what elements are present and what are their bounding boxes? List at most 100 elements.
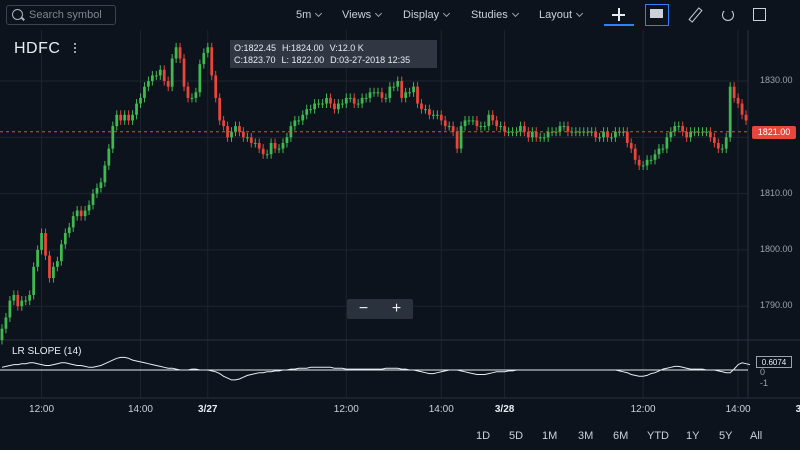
indicator-line (1, 356, 751, 381)
candle-body (400, 81, 404, 98)
candle-body (83, 210, 87, 217)
chevron-down-icon (443, 9, 451, 18)
candle-body (641, 165, 645, 167)
ohlc-volume: V:12.0 K (329, 43, 364, 53)
candle-body (178, 47, 182, 59)
ohlc-close: C:1823.70 (234, 55, 276, 65)
candle-body (131, 114, 134, 121)
y-tick-label: 1800.00 (760, 243, 793, 254)
studies-menu[interactable]: Studies (471, 9, 519, 21)
candle-body (740, 103, 744, 115)
fullscreen-button[interactable] (750, 4, 770, 26)
candle-body (594, 131, 598, 138)
toolbar: 5m Views Display Studies Layout (0, 0, 800, 32)
candle-body (503, 126, 506, 132)
candle-body (368, 92, 372, 98)
candle-body (305, 109, 309, 115)
candle-body (455, 131, 459, 149)
candle-body (669, 131, 673, 138)
candle-body (103, 165, 107, 183)
display-menu[interactable]: Display (403, 9, 451, 21)
candle-body (206, 47, 210, 53)
symbol-menu-icon[interactable] (74, 43, 76, 55)
search-box[interactable] (6, 5, 116, 25)
candle-body (245, 137, 249, 139)
search-icon (12, 9, 23, 20)
views-menu[interactable]: Views (342, 9, 383, 21)
candle-body (162, 69, 166, 82)
range-1m[interactable]: 1M (542, 430, 558, 442)
refresh-icon (722, 9, 734, 21)
candle-body (261, 148, 265, 155)
chevron-down-icon (375, 9, 383, 18)
x-tick-label: 14:00 (127, 404, 153, 415)
candle-body (75, 210, 79, 217)
range-6m[interactable]: 6M (613, 430, 629, 442)
search-input[interactable] (29, 8, 113, 22)
candle-body (325, 97, 328, 104)
candle-body (657, 148, 661, 155)
candle-body (665, 137, 669, 149)
candle-body (301, 114, 305, 121)
range-all[interactable]: All (750, 430, 763, 442)
candle-body (554, 131, 558, 133)
range-5y[interactable]: 5Y (719, 430, 733, 442)
zoom-out-button[interactable]: − (347, 299, 380, 319)
candle-body (198, 64, 202, 93)
candle-body (91, 193, 95, 205)
candle-body (724, 137, 728, 149)
candle-body (637, 159, 641, 166)
candle-body (123, 114, 127, 121)
candle-body (463, 120, 467, 127)
candle-body (431, 114, 435, 116)
zoom-in-button[interactable]: + (380, 299, 413, 319)
range-5d[interactable]: 5D (509, 430, 524, 442)
candle-body (416, 86, 419, 104)
candle-body (408, 92, 412, 94)
range-ytd[interactable]: YTD (647, 430, 669, 442)
candle-body (293, 120, 297, 127)
candle-body (744, 114, 748, 121)
candle-body (606, 131, 609, 138)
candle-body (562, 126, 566, 128)
x-tick-label: 3/27 (198, 404, 218, 415)
interval-menu[interactable]: 5m (296, 9, 323, 21)
candle-body (4, 317, 8, 329)
interval-label: 5m (296, 9, 312, 21)
chevron-down-icon (575, 9, 584, 18)
candle-body (309, 109, 313, 111)
crosshair-button[interactable] (604, 4, 634, 26)
candle-body (495, 120, 499, 127)
range-1d[interactable]: 1D (476, 430, 491, 442)
candle-body (396, 81, 400, 87)
candle-body (135, 103, 138, 115)
candle-body (439, 114, 443, 121)
candle-body (451, 126, 455, 132)
draw-button[interactable] (685, 4, 705, 26)
price-chart[interactable] (0, 30, 800, 420)
candle-body (653, 154, 657, 160)
candle-body (499, 126, 503, 128)
candle-body (356, 103, 360, 105)
refresh-button[interactable] (718, 4, 738, 26)
range-1y[interactable]: 1Y (686, 430, 700, 442)
candle-body (352, 97, 356, 104)
candle-body (202, 52, 206, 65)
candle-body (273, 142, 277, 149)
candle-body (574, 131, 578, 133)
candle-body (712, 137, 716, 143)
candle-body (333, 103, 336, 110)
range-3m[interactable]: 3M (578, 430, 594, 442)
indicator-label: LR SLOPE (14) (12, 346, 82, 357)
layout-menu[interactable]: Layout (539, 9, 584, 21)
candle-body (534, 131, 538, 138)
candle-body (709, 131, 712, 138)
x-tick-label: 14:00 (428, 404, 454, 415)
candle-body (633, 148, 637, 160)
info-toggle-button[interactable] (645, 4, 669, 26)
candle-body (621, 131, 625, 133)
views-label: Views (342, 9, 372, 21)
candle-body (344, 97, 348, 104)
candle-body (28, 294, 32, 301)
candle-body (321, 103, 324, 105)
